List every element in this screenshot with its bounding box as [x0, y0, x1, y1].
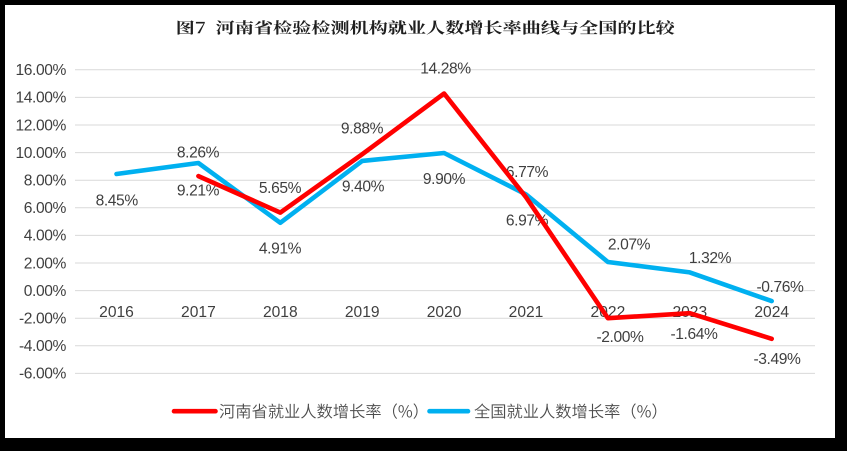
- svg-text:-2.00%: -2.00%: [19, 311, 67, 328]
- svg-text:5.65%: 5.65%: [259, 180, 302, 197]
- svg-text:2018: 2018: [263, 304, 298, 321]
- svg-text:14.00%: 14.00%: [16, 90, 67, 107]
- svg-text:9.88%: 9.88%: [341, 120, 384, 137]
- svg-text:9.21%: 9.21%: [177, 182, 220, 199]
- svg-text:2.07%: 2.07%: [608, 236, 651, 253]
- svg-text:4.91%: 4.91%: [259, 240, 302, 257]
- svg-text:2016: 2016: [99, 304, 134, 321]
- svg-text:9.90%: 9.90%: [423, 171, 466, 188]
- svg-text:16.00%: 16.00%: [16, 62, 67, 79]
- svg-text:8.45%: 8.45%: [96, 192, 139, 209]
- svg-text:-3.49%: -3.49%: [753, 351, 801, 368]
- svg-text:2024: 2024: [754, 304, 789, 321]
- svg-text:2020: 2020: [427, 304, 462, 321]
- svg-text:8.00%: 8.00%: [24, 173, 67, 190]
- svg-text:-4.00%: -4.00%: [19, 338, 67, 355]
- svg-text:6.77%: 6.77%: [506, 164, 549, 181]
- svg-text:9.40%: 9.40%: [342, 178, 385, 195]
- svg-text:-6.00%: -6.00%: [19, 366, 67, 383]
- svg-text:2019: 2019: [345, 304, 380, 321]
- svg-text:12.00%: 12.00%: [16, 117, 67, 134]
- svg-text:10.00%: 10.00%: [16, 145, 67, 162]
- svg-text:2.00%: 2.00%: [24, 255, 67, 272]
- svg-text:8.26%: 8.26%: [177, 144, 220, 161]
- svg-text:-1.64%: -1.64%: [670, 326, 718, 343]
- svg-text:-0.76%: -0.76%: [756, 279, 804, 296]
- svg-text:6.00%: 6.00%: [24, 200, 67, 217]
- svg-text:2017: 2017: [181, 304, 216, 321]
- svg-text:1.32%: 1.32%: [689, 250, 732, 267]
- svg-text:14.28%: 14.28%: [420, 60, 471, 77]
- svg-text:-2.00%: -2.00%: [596, 329, 644, 346]
- svg-text:2021: 2021: [509, 304, 544, 321]
- svg-text:4.00%: 4.00%: [24, 228, 67, 245]
- svg-text:0.00%: 0.00%: [24, 283, 67, 300]
